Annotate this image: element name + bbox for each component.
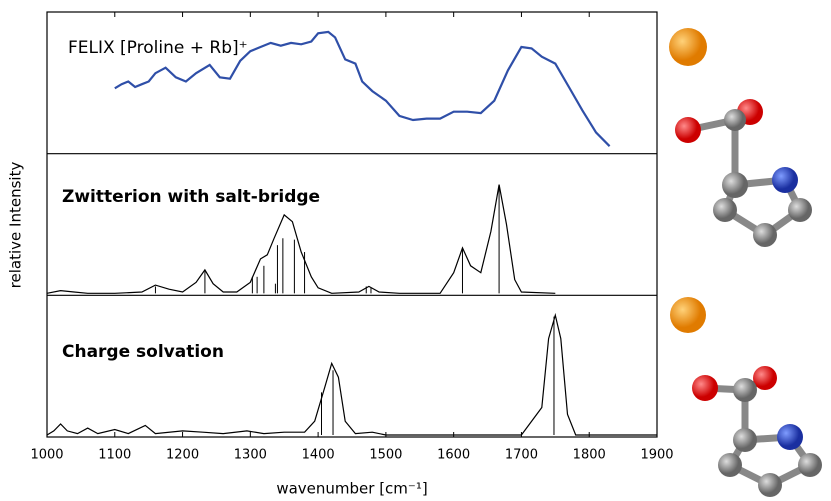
spectrum-line <box>46 312 657 436</box>
spectrum-line <box>46 184 556 294</box>
panel-title: Zwitterion with salt-bridge <box>62 187 320 207</box>
rb-atom <box>670 297 706 333</box>
x-tick-label: 1100 <box>98 448 131 463</box>
y-axis-label: relative Intensity <box>7 162 25 289</box>
x-tick-label: 1700 <box>505 448 538 463</box>
panel-title: FELIX [Proline + Rb]⁺ <box>68 38 248 58</box>
rb-atom <box>669 28 707 66</box>
molecule-charge-solvation <box>692 366 822 497</box>
x-tick-label: 1000 <box>30 448 63 463</box>
x-tick-label: 1600 <box>437 448 470 463</box>
x-tick-label: 1300 <box>234 448 267 463</box>
plot-frame <box>46 11 658 438</box>
x-tick-label: 1500 <box>369 448 402 463</box>
spectrum-line <box>114 30 611 147</box>
x-tick-label: 1800 <box>573 448 606 463</box>
x-axis-label: wavenumber [cm⁻¹] <box>276 480 427 498</box>
x-tick-label: 1900 <box>640 448 673 463</box>
panel-title: Charge solvation <box>62 342 224 362</box>
x-tick-label: 1200 <box>166 448 199 463</box>
molecule-zwitterion <box>675 99 812 247</box>
x-tick-label: 1400 <box>302 448 335 463</box>
